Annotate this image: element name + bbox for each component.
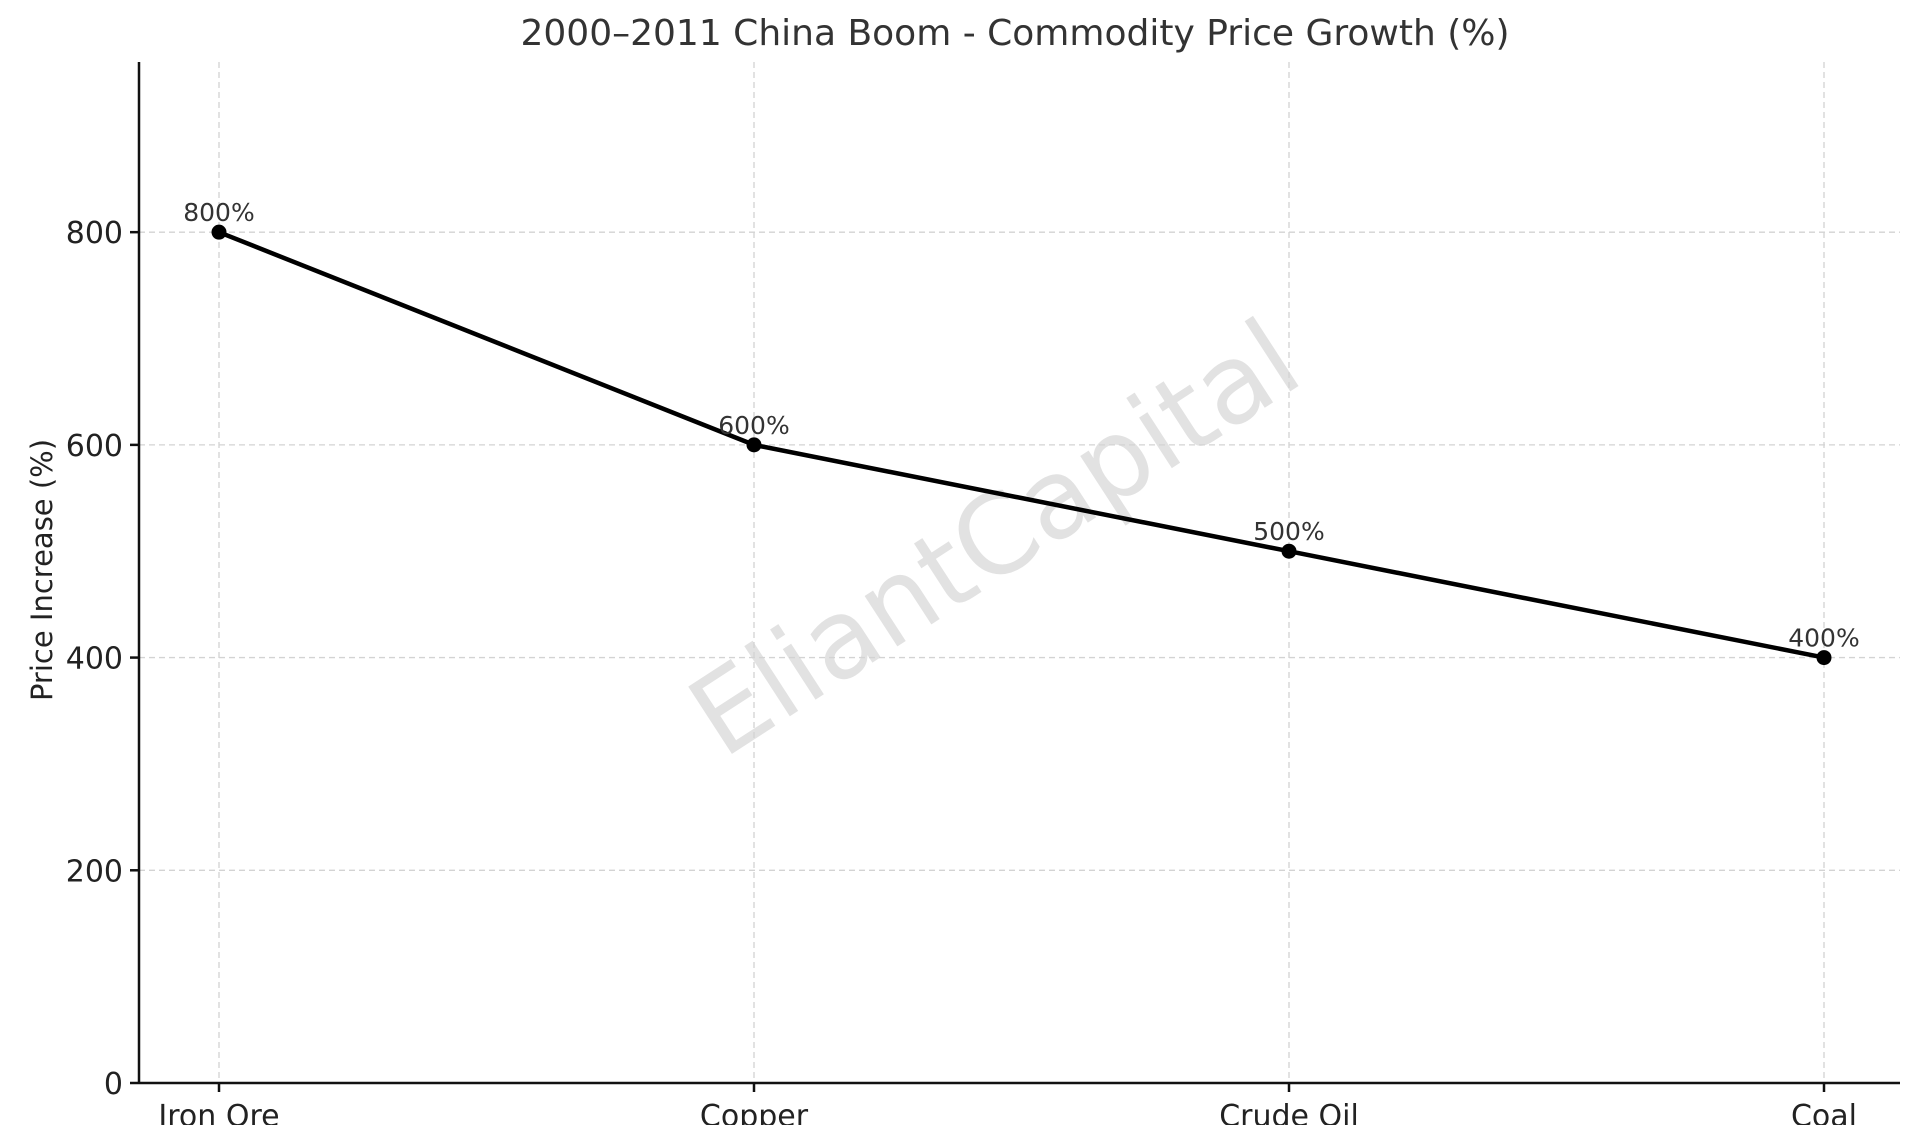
y-axis-label: Price Increase (%) xyxy=(25,439,59,701)
y-tick-label: 600 xyxy=(66,429,123,464)
y-tick-label: 200 xyxy=(66,854,123,889)
series-line-group xyxy=(211,224,1832,666)
data-point xyxy=(1281,543,1297,559)
data-point xyxy=(746,437,762,453)
x-tick-label: Copper xyxy=(700,1099,809,1125)
y-tick-label: 400 xyxy=(66,642,123,677)
y-tick-label: 800 xyxy=(66,216,123,251)
data-label: 600% xyxy=(718,411,789,440)
x-tick-label: Coal xyxy=(1791,1099,1857,1125)
axes xyxy=(130,62,1900,1092)
data-point xyxy=(211,224,227,240)
data-labels: 800% 600% 500% 400% xyxy=(183,198,1859,652)
chart-title: 2000–2011 China Boom - Commodity Price G… xyxy=(521,13,1510,54)
x-tick-label: Iron Ore xyxy=(158,1099,279,1125)
x-tick-label: Crude Oil xyxy=(1219,1099,1359,1125)
x-tick-labels: Iron Ore Copper Crude Oil Coal xyxy=(158,1099,1857,1125)
data-label: 800% xyxy=(183,198,254,227)
gridlines xyxy=(139,62,1900,1083)
y-tick-labels: 0 200 400 600 800 xyxy=(66,216,123,1102)
data-label: 400% xyxy=(1788,624,1859,653)
series-line xyxy=(218,230,1825,660)
data-label: 500% xyxy=(1253,517,1324,546)
y-tick-label: 0 xyxy=(104,1067,123,1102)
data-point xyxy=(1816,650,1832,666)
